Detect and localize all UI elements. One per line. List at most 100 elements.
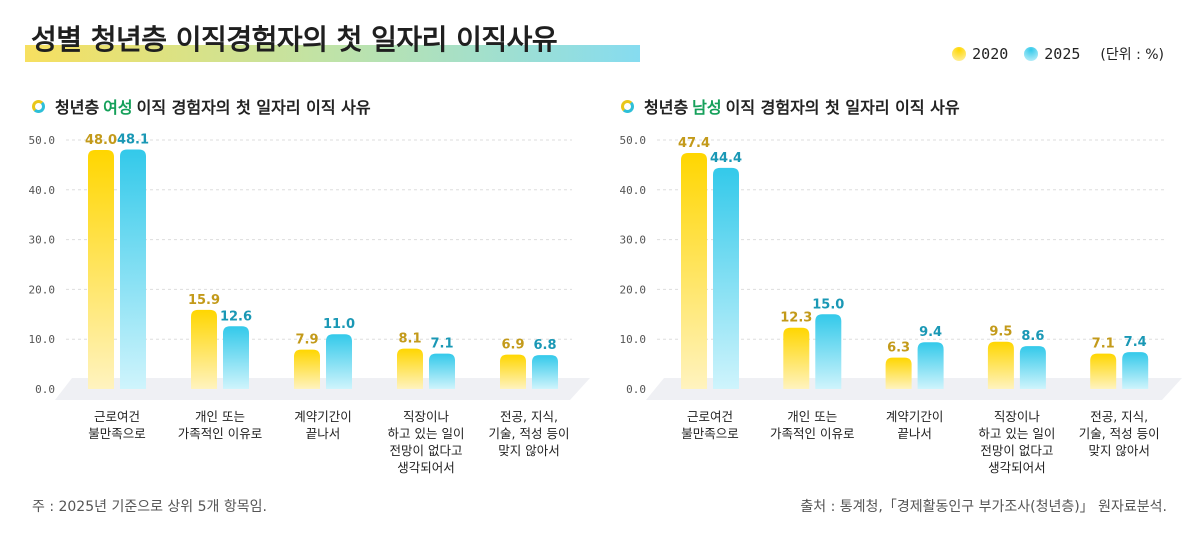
category-label-line: 생각되어서 xyxy=(397,460,455,475)
legend-label-2020: 2020 xyxy=(972,45,1009,63)
legend-marker-2020 xyxy=(952,47,967,61)
bar-2020 xyxy=(783,327,810,389)
category-label-line: 끝나서 xyxy=(897,426,932,441)
bar-2025 xyxy=(917,342,944,389)
y-tick-label: 30.0 xyxy=(620,234,647,247)
y-tick-label: 0.0 xyxy=(626,383,646,396)
value-label: 8.6 xyxy=(1021,329,1044,344)
source-note: 출처 : 통계청,「경제활동인구 부가조사(청년층)」 원자료분석. xyxy=(800,499,1167,515)
category-label-line: 전망이 없다고 xyxy=(980,443,1053,458)
value-label: 12.6 xyxy=(220,309,252,324)
y-tick-label: 40.0 xyxy=(620,184,647,197)
category-label-line: 직장이나 xyxy=(994,409,1041,424)
value-label: 11.0 xyxy=(323,317,355,332)
category-label-line: 개인 또는 xyxy=(195,409,245,424)
y-tick-label: 10.0 xyxy=(620,333,647,346)
footnote: 주 : 2025년 기준으로 상위 5개 항목임. xyxy=(32,499,267,515)
value-label: 6.8 xyxy=(533,338,556,353)
category-label-line: 계약기간이 xyxy=(294,409,352,424)
y-tick-label: 30.0 xyxy=(29,234,56,247)
bar-2025 xyxy=(1122,352,1149,389)
title-block: 성별 청년층 이직경험자의 첫 일자리 이직사유 xyxy=(25,18,640,62)
panel-title-prefix: 청년층 xyxy=(55,98,100,117)
value-label: 8.1 xyxy=(398,332,421,347)
chart-floor xyxy=(646,378,1182,400)
bar-2020 xyxy=(987,341,1014,389)
value-label: 12.3 xyxy=(780,311,812,326)
bar-2020 xyxy=(500,354,526,389)
category-label-line: 불만족으로 xyxy=(88,426,146,441)
bar-2020 xyxy=(885,357,912,389)
bar-2020 xyxy=(294,349,320,389)
bar-2020 xyxy=(681,152,707,389)
panel-title-suffix: 이직 경험자의 첫 일자리 이직 사유 xyxy=(725,98,960,117)
bar-2020 xyxy=(191,309,217,389)
value-label: 6.3 xyxy=(887,341,910,356)
value-label: 15.9 xyxy=(188,293,220,308)
value-label: 9.5 xyxy=(989,325,1012,340)
category-label-line: 개인 또는 xyxy=(787,409,837,424)
category-label-line: 맞지 않아서 xyxy=(1088,443,1149,458)
category-label-line: 생각되어서 xyxy=(988,460,1046,475)
category-label-line: 전망이 없다고 xyxy=(390,443,463,458)
value-label: 9.4 xyxy=(919,325,942,340)
value-label: 44.4 xyxy=(710,151,742,166)
bar-2020 xyxy=(88,149,114,389)
value-label: 7.1 xyxy=(1092,337,1115,352)
category-label: 근로여건 불만족으로 xyxy=(88,409,146,441)
bar-2025 xyxy=(326,334,352,389)
bar-2025 xyxy=(532,355,558,389)
bullet-ring-icon xyxy=(621,99,634,113)
y-tick-label: 20.0 xyxy=(620,283,647,296)
category-label-line: 하고 있는 일이 xyxy=(978,426,1055,441)
panel-title-male: 청년층 남성 이직 경험자의 첫 일자리 이직 사유 xyxy=(621,94,960,118)
category-label-line: 직장이나 xyxy=(403,409,450,424)
y-tick-label: 40.0 xyxy=(29,184,56,197)
value-label: 7.1 xyxy=(430,337,453,352)
category-label-line: 가족적인 이유로 xyxy=(178,426,262,441)
bar-2025 xyxy=(713,167,739,389)
title-highlight-bar xyxy=(25,45,640,62)
value-label: 15.0 xyxy=(812,297,844,312)
legend: 2020 2025 (단위 : %) xyxy=(952,44,1164,64)
category-label-line: 불만족으로 xyxy=(681,426,739,441)
chart-floor xyxy=(55,378,590,400)
y-tick-label: 0.0 xyxy=(35,383,55,396)
value-label: 47.4 xyxy=(678,136,710,151)
page-title: 성별 청년층 이직경험자의 첫 일자리 이직사유 xyxy=(31,23,558,56)
category-label-line: 근로여건 xyxy=(687,409,733,424)
legend-label-2025: 2025 xyxy=(1044,45,1081,63)
value-label: 48.1 xyxy=(117,132,149,147)
value-label: 7.9 xyxy=(295,333,318,348)
legend-marker-2025 xyxy=(1024,47,1039,61)
bar-2025 xyxy=(1019,346,1046,389)
panel-title-prefix: 청년층 xyxy=(644,98,689,117)
panel-title-highlight: 여성 xyxy=(103,98,133,117)
category-label-line: 맞지 않아서 xyxy=(498,443,559,458)
y-tick-label: 10.0 xyxy=(29,333,56,346)
category-label: 전공, 지식, 기술, 적성 등이 맞지 않아서 xyxy=(1079,409,1160,458)
category-label-line: 하고 있는 일이 xyxy=(388,426,465,441)
category-label-line: 끝나서 xyxy=(306,426,341,441)
bar-2020 xyxy=(397,348,423,389)
category-label: 전공, 지식, 기술, 적성 등이 맞지 않아서 xyxy=(489,409,570,458)
y-tick-label: 50.0 xyxy=(29,134,56,147)
value-label: 48.0 xyxy=(85,133,117,148)
category-label-line: 가족적인 이유로 xyxy=(770,426,854,441)
bar-2020 xyxy=(1090,353,1117,389)
bar-2025 xyxy=(815,314,842,389)
panel-title-female: 청년층 여성 이직 경험자의 첫 일자리 이직 사유 xyxy=(32,94,371,118)
category-label-line: 기술, 적성 등이 xyxy=(489,426,570,441)
panel-title-highlight: 남성 xyxy=(692,98,722,117)
category-label-line: 계약기간이 xyxy=(886,409,944,424)
value-label: 7.4 xyxy=(1124,335,1147,350)
value-label: 6.9 xyxy=(501,338,524,353)
category-label-line: 전공, 지식, xyxy=(1090,409,1148,424)
